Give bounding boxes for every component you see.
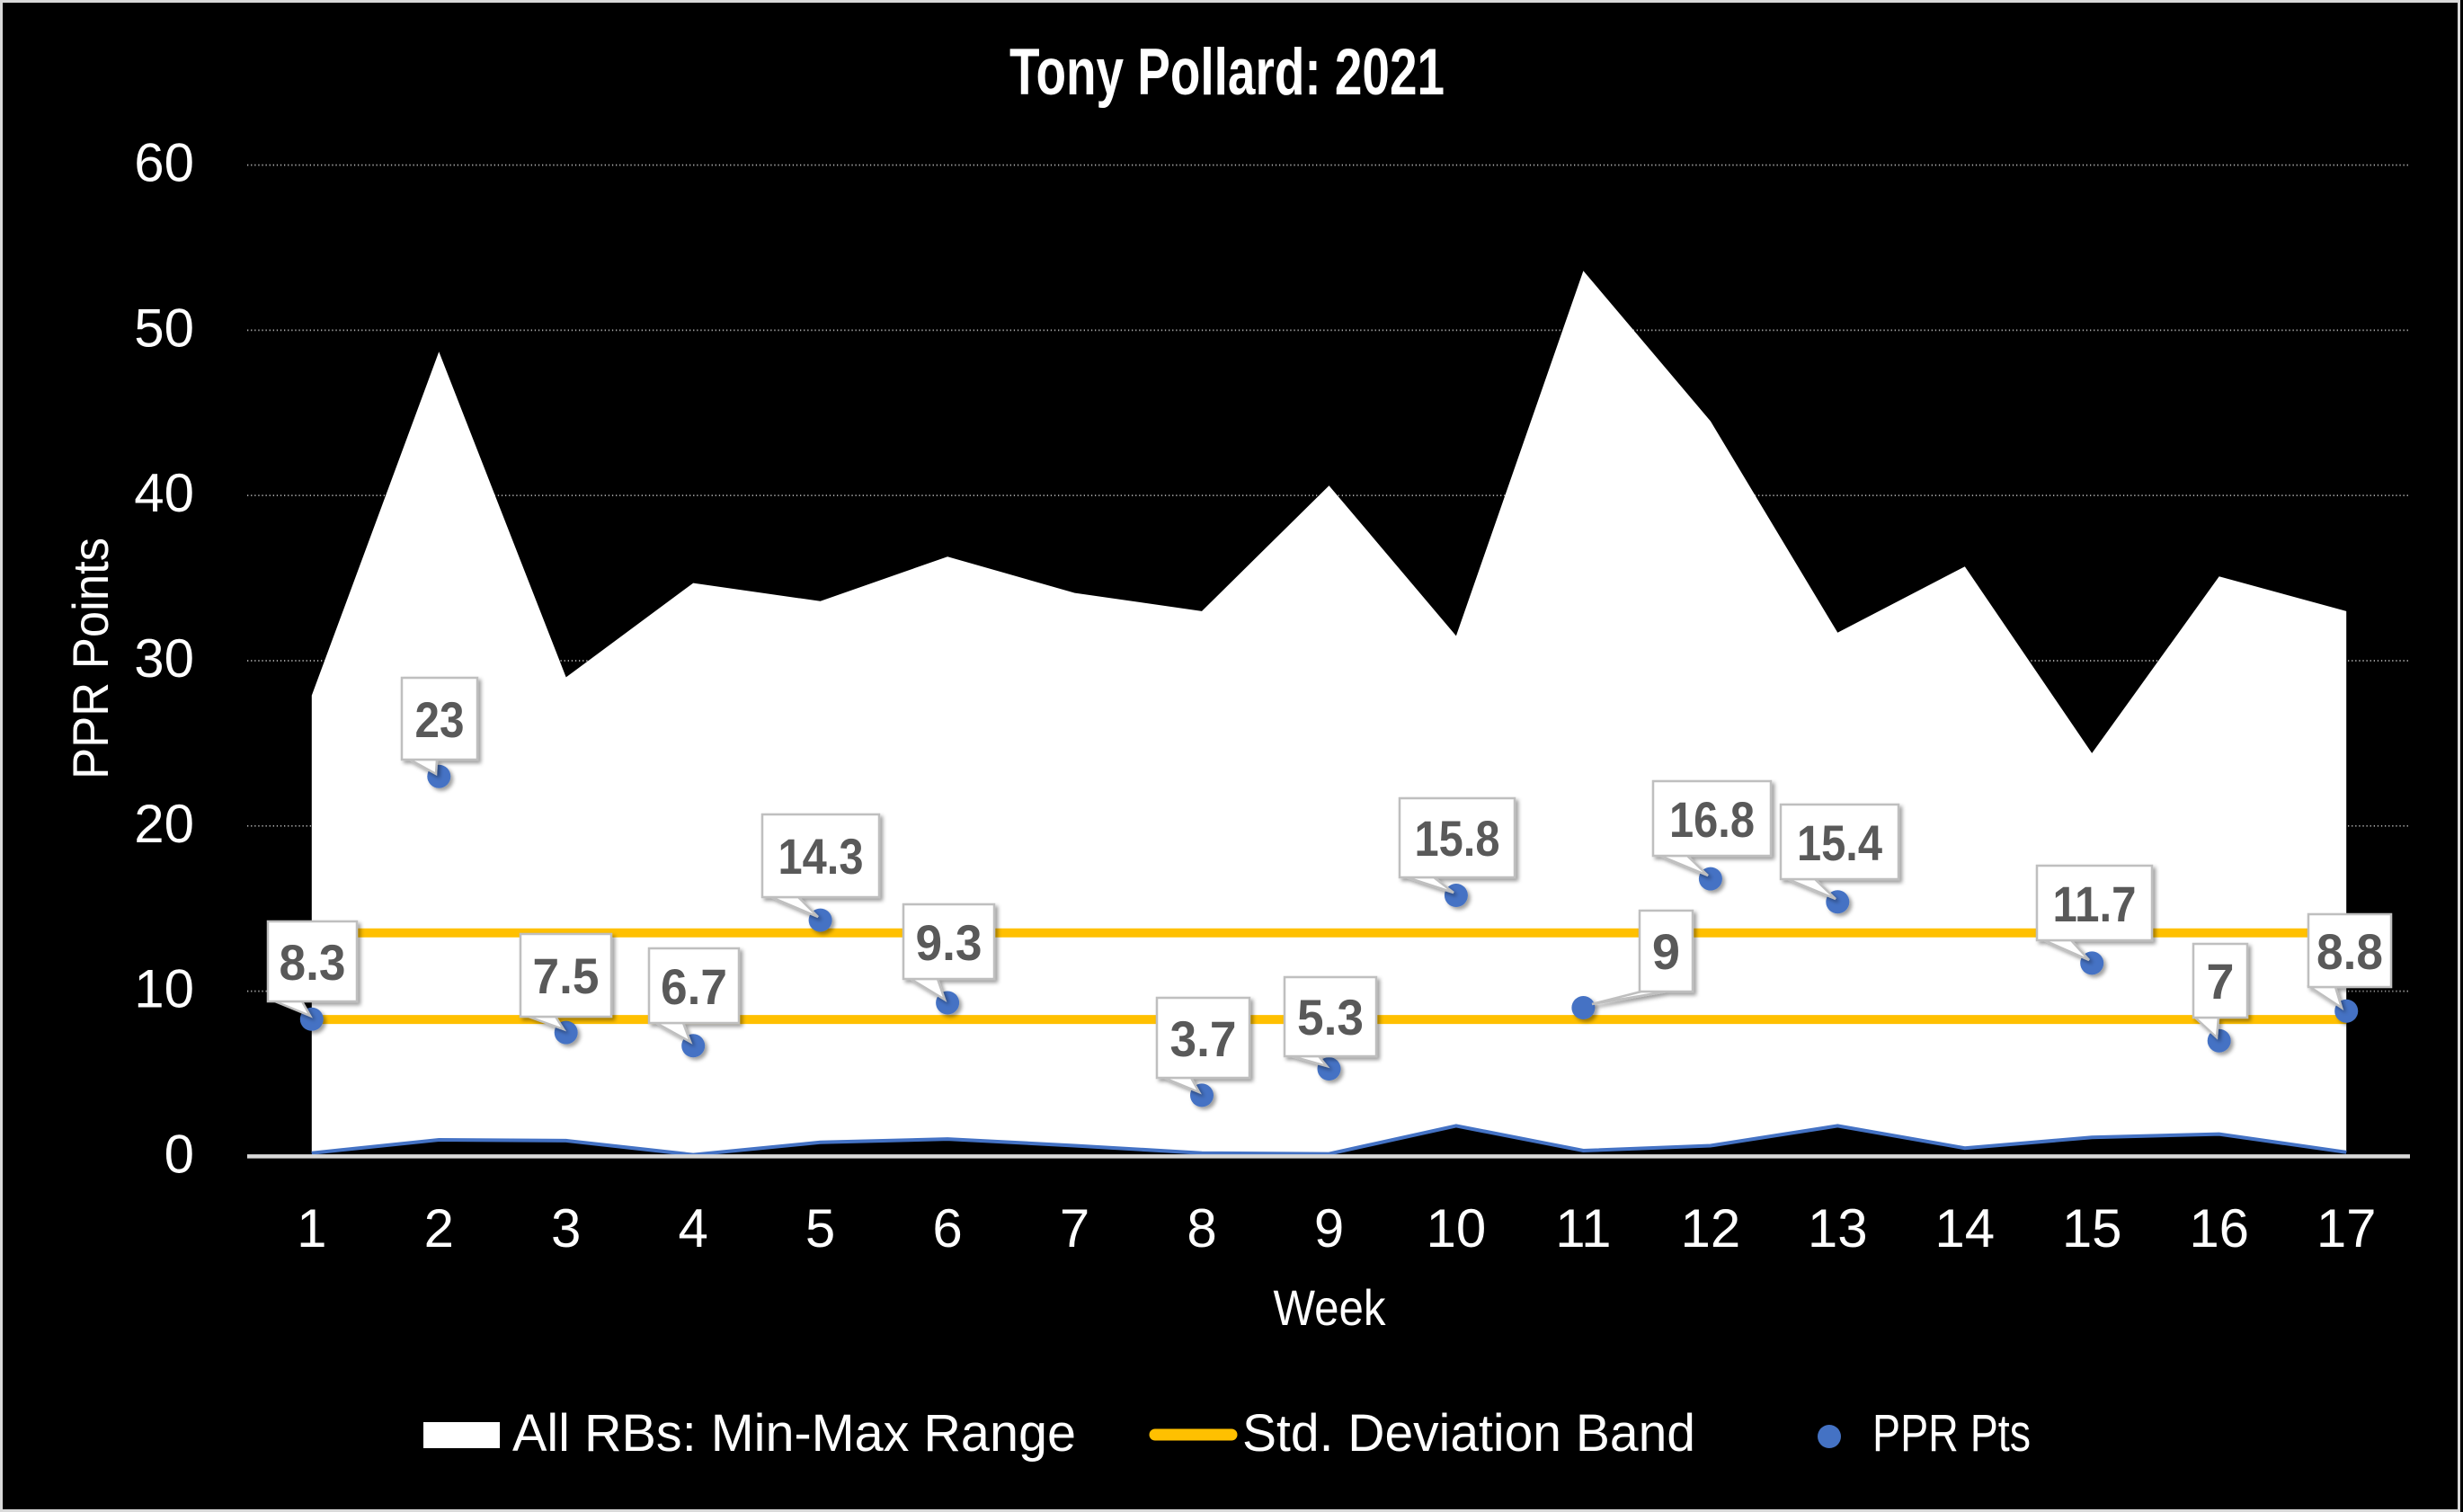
svg-text:15.4: 15.4 — [1797, 814, 1882, 871]
svg-text:40: 40 — [134, 463, 194, 523]
svg-text:12: 12 — [1681, 1198, 1741, 1259]
svg-text:15: 15 — [2062, 1198, 2122, 1259]
svg-text:17: 17 — [2316, 1198, 2377, 1259]
svg-text:30: 30 — [134, 628, 194, 689]
svg-text:20: 20 — [134, 794, 194, 854]
svg-text:10: 10 — [1427, 1198, 1487, 1259]
svg-text:11: 11 — [1555, 1198, 1611, 1259]
svg-text:50: 50 — [134, 298, 194, 358]
svg-text:6: 6 — [932, 1198, 962, 1259]
svg-text:All RBs: Min-Max Range: All RBs: Min-Max Range — [512, 1404, 1076, 1463]
svg-text:14.3: 14.3 — [778, 828, 864, 885]
svg-text:23: 23 — [415, 691, 465, 748]
svg-text:11.7: 11.7 — [2053, 876, 2137, 932]
svg-text:16.8: 16.8 — [1669, 791, 1755, 848]
svg-text:PPR Points: PPR Points — [62, 538, 119, 779]
svg-text:2: 2 — [424, 1198, 454, 1259]
svg-text:5.3: 5.3 — [1297, 989, 1364, 1045]
svg-text:60: 60 — [134, 133, 194, 193]
svg-text:9: 9 — [1314, 1198, 1344, 1259]
svg-text:3: 3 — [551, 1198, 581, 1259]
svg-text:7: 7 — [1060, 1198, 1089, 1259]
svg-text:6.7: 6.7 — [661, 958, 727, 1015]
svg-text:10: 10 — [134, 959, 194, 1019]
svg-text:7.5: 7.5 — [533, 947, 600, 1004]
svg-text:13: 13 — [1808, 1198, 1868, 1259]
svg-text:0: 0 — [164, 1124, 194, 1184]
svg-text:8.8: 8.8 — [2316, 923, 2383, 980]
svg-text:1: 1 — [297, 1198, 326, 1259]
svg-text:Week: Week — [1274, 1279, 1387, 1336]
svg-text:8: 8 — [1187, 1198, 1216, 1259]
svg-text:Std. Deviation Band: Std. Deviation Band — [1242, 1404, 1695, 1463]
svg-text:3.7: 3.7 — [1170, 1010, 1237, 1067]
svg-text:7: 7 — [2206, 953, 2234, 1009]
svg-text:5: 5 — [805, 1198, 835, 1259]
svg-text:16: 16 — [2189, 1198, 2249, 1259]
svg-text:Tony Pollard: 2021: Tony Pollard: 2021 — [1009, 36, 1445, 109]
svg-text:14: 14 — [1934, 1198, 1995, 1259]
svg-text:9.3: 9.3 — [916, 914, 983, 971]
svg-text:4: 4 — [679, 1198, 708, 1259]
svg-text:9: 9 — [1652, 923, 1680, 980]
svg-text:15.8: 15.8 — [1415, 810, 1500, 867]
svg-text:8.3: 8.3 — [280, 934, 346, 991]
svg-text:PPR Pts: PPR Pts — [1872, 1404, 2031, 1463]
